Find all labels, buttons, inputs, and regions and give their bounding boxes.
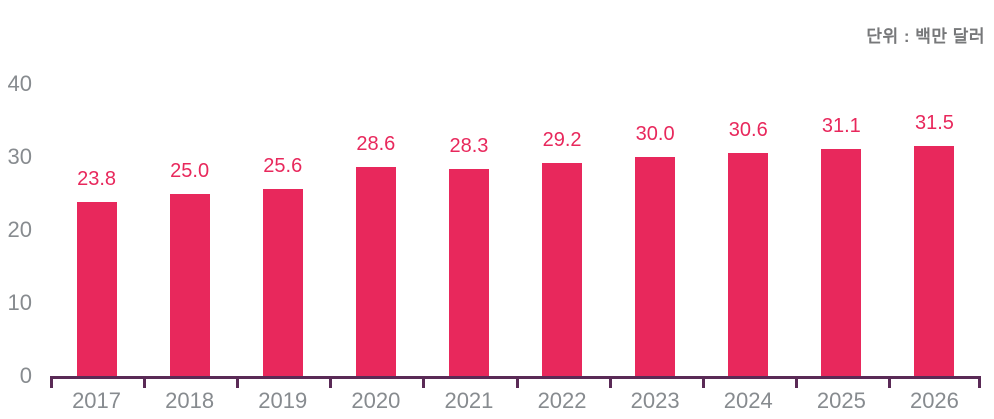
bar-2021 — [448, 169, 489, 376]
bar-2018 — [169, 193, 210, 376]
bar-value-label: 28.6 — [356, 133, 396, 156]
bar-2022 — [542, 162, 583, 376]
bar-2020 — [355, 167, 396, 376]
x-axis-tick — [329, 376, 333, 388]
x-tick-label: 2021 — [444, 388, 494, 413]
x-tick-label: 2023 — [630, 388, 680, 413]
y-tick-label: 10 — [7, 290, 32, 315]
x-tick-label: 2026 — [909, 388, 959, 413]
bar-value-label: 25.0 — [170, 159, 210, 182]
bar-2025 — [821, 148, 862, 376]
bar-value-label: 23.8 — [77, 168, 117, 191]
x-axis-tick — [422, 376, 426, 388]
x-axis-tick — [515, 376, 519, 388]
bar-2019 — [262, 189, 303, 376]
bar-value-label: 31.1 — [821, 114, 861, 137]
bar-2026 — [914, 146, 955, 376]
bar-value-label: 31.5 — [914, 112, 954, 135]
x-axis-tick — [701, 376, 705, 388]
x-axis-tick — [236, 376, 240, 388]
x-axis-tick — [887, 376, 891, 388]
x-axis-tick — [794, 376, 798, 388]
bar-value-label: 25.6 — [263, 155, 303, 178]
y-tick-label: 0 — [19, 363, 32, 388]
y-tick-label: 30 — [7, 144, 32, 169]
x-tick-label: 2022 — [537, 388, 587, 413]
x-tick-label: 2025 — [816, 388, 866, 413]
bar-value-label: 29.2 — [542, 128, 582, 151]
y-tick-label: 20 — [7, 217, 32, 242]
x-tick-label: 2018 — [165, 388, 215, 413]
x-axis-tick — [143, 376, 147, 388]
x-axis-tick — [978, 376, 981, 388]
unit-annotation: 단위 : 백만 달러 — [866, 27, 985, 46]
x-axis-tick — [50, 376, 53, 388]
x-axis-tick — [608, 376, 612, 388]
bar-2017 — [76, 202, 117, 376]
bar-2023 — [635, 157, 676, 376]
bar-value-label: 30.6 — [728, 118, 768, 141]
y-tick-label: 40 — [7, 71, 32, 96]
x-tick-label: 2017 — [72, 388, 122, 413]
x-tick-label: 2024 — [723, 388, 773, 413]
x-tick-label: 2019 — [258, 388, 308, 413]
x-tick-label: 2020 — [351, 388, 401, 413]
bar-value-label: 30.0 — [635, 123, 675, 145]
bar-value-label: 28.3 — [449, 135, 489, 158]
bar-2024 — [728, 152, 769, 376]
